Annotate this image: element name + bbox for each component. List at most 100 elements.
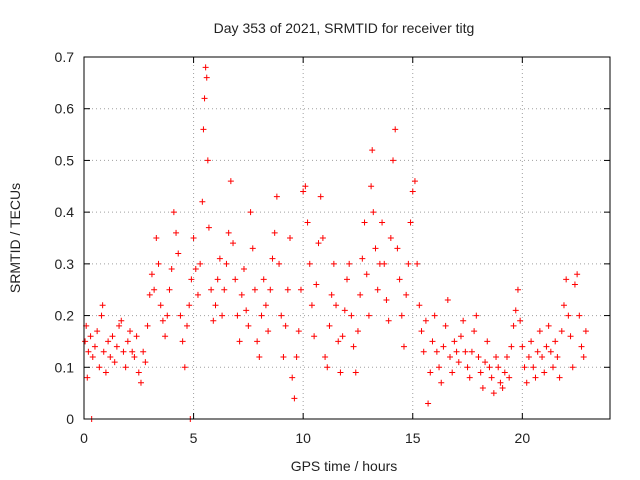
data-point [563, 276, 570, 283]
data-point [385, 317, 392, 324]
data-point [280, 353, 287, 360]
data-point [453, 348, 460, 355]
data-point [197, 260, 204, 267]
y-tick-label: 0.6 [55, 101, 75, 117]
data-point [173, 229, 180, 236]
data-point [574, 271, 581, 278]
y-tick-label: 0.2 [55, 308, 75, 324]
data-point [352, 369, 359, 376]
data-point [295, 328, 302, 335]
data-point [475, 353, 482, 360]
data-point [477, 369, 484, 376]
data-point [403, 291, 410, 298]
data-point [120, 348, 127, 355]
data-point [328, 291, 335, 298]
data-point [508, 343, 515, 350]
data-point [297, 286, 304, 293]
data-point [306, 260, 313, 267]
data-point [429, 338, 436, 345]
data-point [530, 364, 537, 371]
data-point [486, 364, 493, 371]
data-point [372, 245, 379, 252]
data-point [545, 322, 552, 329]
data-point [221, 286, 228, 293]
data-point [194, 291, 201, 298]
data-point [271, 229, 278, 236]
data-point [100, 348, 107, 355]
data-point [102, 369, 109, 376]
data-point [354, 328, 361, 335]
data-point [359, 255, 366, 262]
data-point [528, 338, 535, 345]
data-point [569, 364, 576, 371]
data-point [262, 302, 269, 309]
data-point [466, 374, 473, 381]
data-point [210, 317, 217, 324]
data-point [361, 219, 368, 226]
data-point [192, 266, 199, 273]
data-point [517, 317, 524, 324]
data-point [258, 312, 265, 319]
data-point [155, 260, 162, 267]
data-point [223, 260, 230, 267]
data-point [133, 333, 140, 340]
data-point [495, 364, 502, 371]
data-point [335, 338, 342, 345]
data-point [425, 400, 432, 407]
data-point [96, 364, 103, 371]
data-point [107, 353, 114, 360]
y-tick-label: 0.5 [55, 152, 75, 168]
data-point [322, 353, 329, 360]
data-point [436, 364, 443, 371]
data-point [91, 343, 98, 350]
data-point [219, 312, 226, 319]
data-point [346, 260, 353, 267]
data-point [497, 379, 504, 386]
data-point [451, 338, 458, 345]
plot-frame [83, 56, 611, 420]
data-point [216, 255, 223, 262]
data-point [344, 276, 350, 283]
data-point [113, 343, 120, 350]
data-point [490, 390, 497, 397]
data-point [234, 312, 241, 319]
data-point [159, 317, 166, 324]
data-point [313, 281, 320, 288]
data-point [337, 369, 344, 376]
data-point [111, 359, 118, 366]
data-point [148, 271, 155, 278]
data-point [227, 178, 234, 185]
data-point [188, 276, 195, 283]
data-point [427, 369, 434, 376]
data-point [153, 235, 160, 241]
y-tick-label: 0.7 [55, 49, 75, 65]
data-point [525, 353, 532, 360]
data-point [289, 374, 296, 381]
data-point [124, 338, 131, 345]
data-point [170, 209, 177, 216]
data-point [311, 333, 318, 340]
data-point [539, 353, 546, 360]
data-point [460, 317, 467, 324]
data-point [580, 353, 587, 360]
data-point [157, 302, 164, 309]
grid-lines [84, 57, 610, 419]
data-point [501, 369, 508, 376]
data-point [400, 343, 407, 350]
data-point [251, 286, 258, 293]
y-tick-label: 0 [66, 411, 74, 427]
x-axis-label: GPS time / hours [291, 458, 398, 474]
data-point [394, 245, 401, 252]
data-point [418, 328, 425, 335]
data-point [214, 276, 221, 283]
data-point [284, 286, 291, 293]
data-point [422, 317, 429, 324]
data-point [205, 224, 212, 231]
data-point [556, 374, 563, 381]
data-point [455, 359, 462, 366]
data-point [308, 302, 315, 309]
data-point [208, 286, 215, 293]
data-point [420, 348, 427, 355]
data-point [94, 328, 101, 335]
